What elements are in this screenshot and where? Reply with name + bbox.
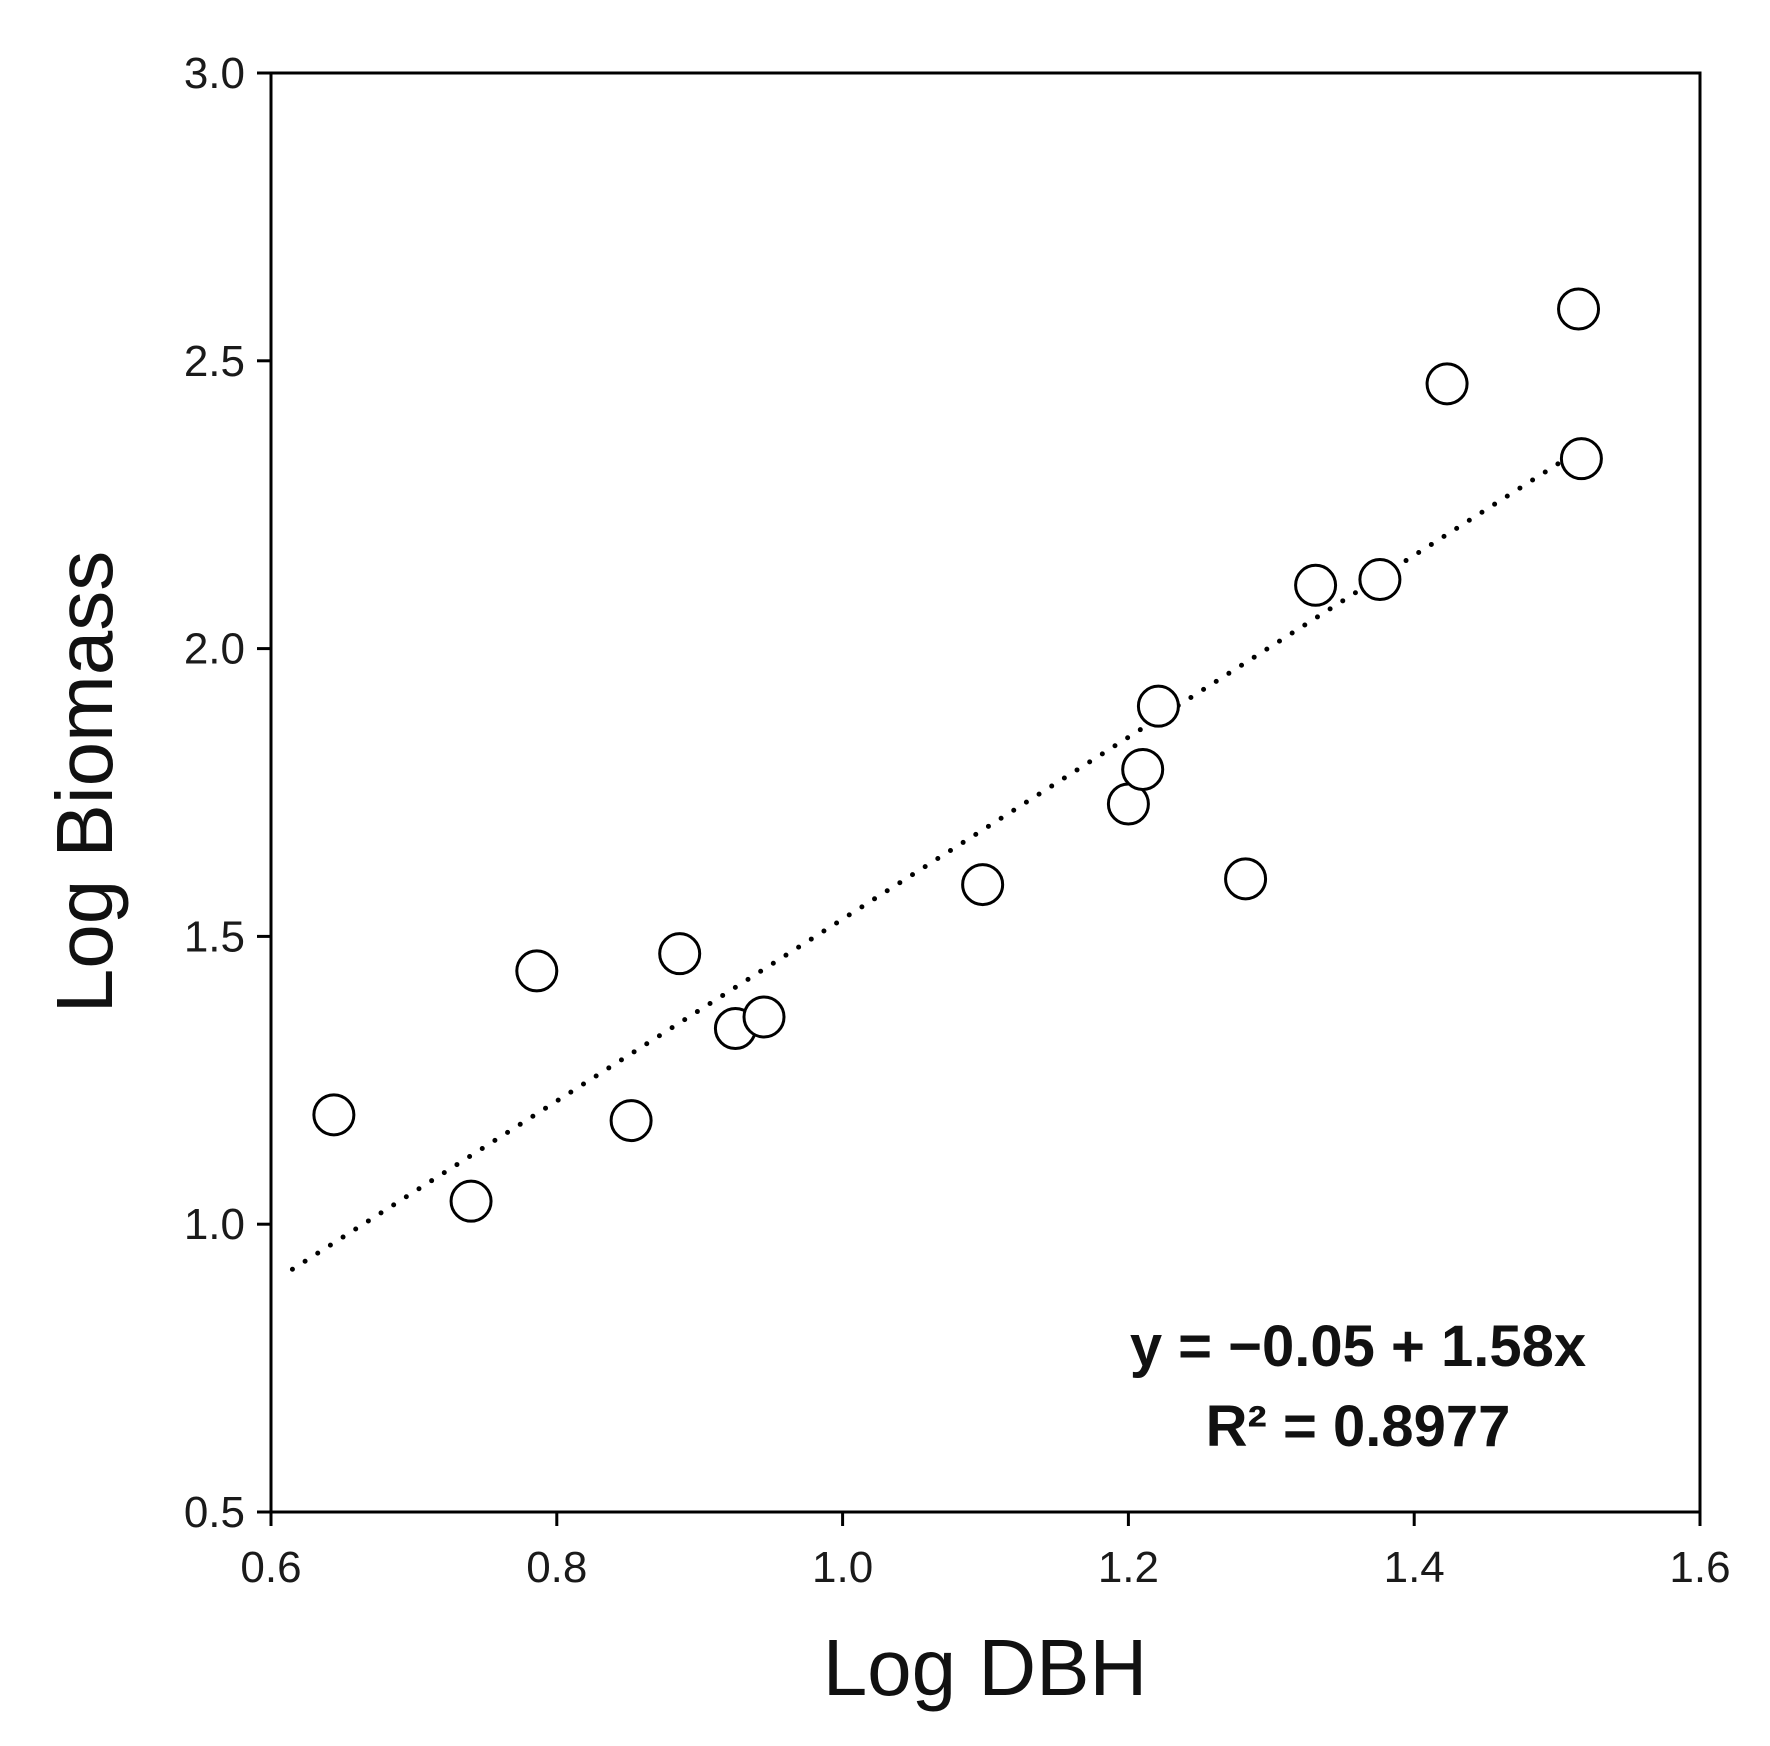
- data-point: [1121, 747, 1165, 791]
- data-point: [658, 932, 702, 976]
- data-point: [742, 995, 786, 1039]
- data-point: [1425, 362, 1469, 406]
- x-axis-title: Log DBH: [823, 1623, 1148, 1712]
- x-tick-label: 0.6: [240, 1543, 301, 1592]
- x-tick-label: 1.0: [812, 1543, 873, 1592]
- data-points: [312, 287, 1603, 1223]
- y-axis-title: Log Biomass: [40, 551, 129, 1013]
- plot-frame: [269, 71, 1702, 1514]
- y-tick-label: 2.5: [184, 337, 245, 386]
- data-point: [1224, 857, 1268, 901]
- x-tick-label: 1.6: [1669, 1543, 1730, 1592]
- y-tick-label: 1.0: [184, 1200, 245, 1249]
- x-axis: 0.6 0.8 1.0 1.2 1.4 1.6: [240, 1512, 1731, 1592]
- equation-label: y = −0.05 + 1.58x: [1130, 1314, 1586, 1379]
- y-tick-label: 0.5: [184, 1488, 245, 1537]
- data-point: [1559, 437, 1603, 481]
- data-point: [1136, 684, 1180, 728]
- plot-border: [269, 71, 1702, 1514]
- data-point: [312, 1093, 356, 1137]
- x-tick-label: 1.2: [1098, 1543, 1159, 1592]
- data-point: [1557, 287, 1601, 331]
- data-point: [1358, 558, 1402, 602]
- data-point: [1294, 563, 1338, 607]
- r-squared-label: R² = 0.8977: [1206, 1394, 1511, 1459]
- data-point: [961, 863, 1005, 907]
- y-tick-label: 2.0: [184, 625, 245, 674]
- y-tick-label: 1.5: [184, 912, 245, 961]
- trendline-layer: [289, 448, 1582, 1272]
- y-tick-label: 3.0: [184, 49, 245, 98]
- data-point: [449, 1179, 493, 1223]
- data-point: [609, 1099, 653, 1143]
- y-axis: 0.5 1.0 1.5 2.0 2.5 3.0: [184, 49, 271, 1537]
- trendline: [289, 448, 1582, 1272]
- data-point: [515, 949, 559, 993]
- x-tick-label: 0.8: [526, 1543, 587, 1592]
- x-tick-label: 1.4: [1384, 1543, 1445, 1592]
